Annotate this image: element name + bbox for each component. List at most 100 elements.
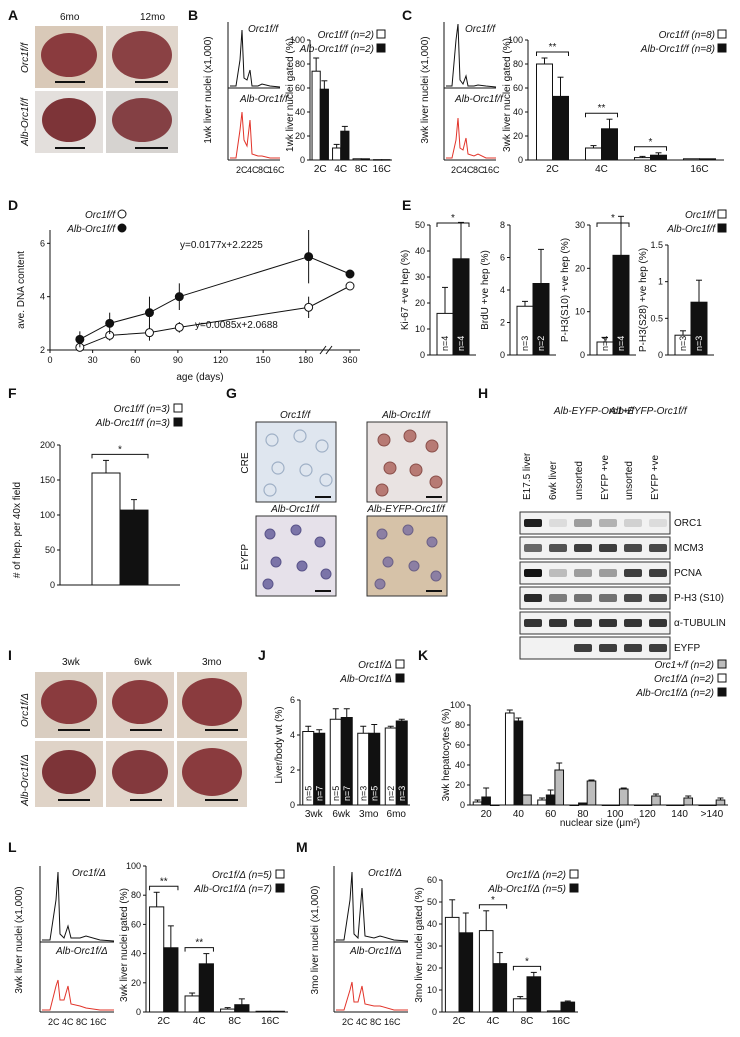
blot-strip: [519, 636, 671, 660]
n-label: n=5: [331, 786, 341, 801]
liver-photo-a-2: [106, 26, 178, 88]
blot-label: P-H3 (S10): [674, 593, 724, 604]
svg-text:Alb-Orc1f/f (n=8): Alb-Orc1f/f (n=8): [640, 44, 715, 55]
svg-text:2C: 2C: [451, 165, 463, 175]
x-tick-label: 8C: [644, 164, 657, 175]
bar: [481, 796, 491, 806]
panel-label-l: L: [8, 839, 17, 855]
y-tick-label: 0: [518, 155, 523, 165]
svg-text:8C: 8C: [473, 165, 485, 175]
y-tick-label: 4: [40, 292, 45, 302]
n-label: n=5: [303, 786, 313, 801]
x-tick-label: 8C: [355, 164, 368, 175]
bar: [601, 128, 618, 161]
panel-c-histograms: [443, 22, 497, 161]
blot-band: [524, 619, 542, 627]
panel-d-eq-top: y=0.0177x+2.2225: [180, 240, 263, 251]
svg-text:2C: 2C: [48, 1017, 60, 1027]
bar: [585, 147, 602, 161]
svg-text:E17.5 liver: E17.5 liver: [522, 452, 533, 500]
bar: [458, 932, 474, 1013]
panel-g-bottom-col-2: Alb-EYFP-Orc1f/f: [366, 504, 445, 515]
data-point: [304, 252, 314, 262]
svg-text:Orc1f/f: Orc1f/f: [685, 210, 716, 221]
sig-label: **: [598, 103, 606, 114]
y-tick-label: 10: [415, 324, 425, 334]
y-tick-label: 40: [295, 107, 305, 117]
y-tick-label: 0: [50, 580, 55, 590]
bar: [642, 804, 653, 806]
blot-strip: [519, 611, 671, 635]
y-tick-label: 0: [580, 350, 585, 360]
chart-e4: 0 0.5 1 1.5 n=3 n=3 P-H3(S28) +ve hep (%): [638, 240, 714, 360]
bar: [513, 720, 524, 806]
panel-label-g: G: [226, 385, 237, 401]
blot-band: [624, 569, 642, 577]
chart-m: 0 10 20 30 40 50 60 2C 4C 8C 16C * *: [427, 875, 578, 1027]
panel-l-histograms: [39, 866, 115, 1013]
x-tick-label: 2C: [157, 1016, 170, 1027]
y-tick-label: 0: [136, 1007, 141, 1017]
sig-label: **: [195, 938, 203, 949]
sig-label: **: [160, 876, 168, 887]
panel-h-lane-labels: E17.5 liver 6wk liver unsorted EYFP +ve …: [522, 452, 661, 500]
y-tick-label: 0: [460, 800, 465, 810]
liver-photo-i-4: [35, 741, 103, 807]
svg-text:4C: 4C: [462, 165, 474, 175]
bar: [269, 1010, 285, 1013]
y-tick-label: 2: [40, 345, 45, 355]
liver-photo-i-5: [106, 741, 174, 807]
panel-c-legend: Orc1f/f (n=8) Alb-Orc1f/f (n=8): [640, 29, 727, 55]
panel-m-histograms: [333, 866, 409, 1013]
y-tick-label: 80: [131, 890, 141, 900]
n-label: n=7: [314, 786, 324, 801]
bar: [319, 88, 329, 161]
panel-a-row-2: Alb-Orc1f/f: [20, 97, 31, 147]
svg-text:2C: 2C: [342, 1017, 354, 1027]
data-point: [345, 269, 355, 279]
y-tick-label: 1: [658, 277, 663, 287]
bar: [184, 995, 200, 1013]
blot-band: [574, 544, 592, 552]
y-tick-label: 0: [290, 800, 295, 810]
y-tick-label: 40: [455, 760, 465, 770]
x-tick-label: 360: [342, 355, 357, 365]
n-label: n=2: [386, 786, 396, 801]
bar: [537, 799, 547, 806]
y-tick-label: 200: [40, 440, 55, 450]
y-tick-label: 4: [500, 285, 505, 295]
bar: [707, 804, 717, 806]
blot-band: [624, 594, 642, 602]
data-point: [174, 292, 184, 302]
x-tick-label: 4C: [487, 1016, 500, 1027]
x-tick-label: 180: [298, 355, 313, 365]
blot-label: ORC1: [674, 518, 702, 529]
x-tick-label: 80: [577, 809, 589, 820]
blot-band: [649, 569, 667, 577]
western-blot: ORC1 MCM3 PCNA P-H3 (S10) α-TUBULIN EYFP: [519, 511, 726, 660]
n-label: n=4: [616, 336, 626, 351]
panel-label-j: J: [258, 647, 266, 663]
panel-m-bar-ylabel: 3mo liver nuclei gated (%): [414, 887, 425, 1003]
svg-text:8C: 8C: [76, 1017, 88, 1027]
blot-band: [649, 594, 667, 602]
y-tick-label: 20: [455, 780, 465, 790]
liver-photo-i-1: [35, 672, 103, 738]
bar: [444, 916, 460, 1013]
y-tick-label: 20: [295, 131, 305, 141]
blot-band: [649, 644, 667, 652]
sig-label: *: [451, 213, 455, 224]
y-tick-label: 40: [131, 949, 141, 959]
bar: [340, 130, 350, 161]
y-axis-label: P-H3(S28) +ve hep (%): [638, 248, 649, 352]
y-tick-label: 0.5: [650, 313, 663, 323]
panel-m-hist-top: Orc1f/Δ: [368, 868, 402, 879]
n-label: n=3: [694, 336, 704, 351]
panel-k-xlabel: nuclear size (μm²): [560, 818, 640, 829]
svg-text:EYFP +ve: EYFP +ve: [650, 454, 661, 500]
svg-text:16C: 16C: [384, 1017, 401, 1027]
data-point: [144, 308, 154, 318]
bar: [352, 158, 362, 161]
bar: [522, 794, 532, 806]
